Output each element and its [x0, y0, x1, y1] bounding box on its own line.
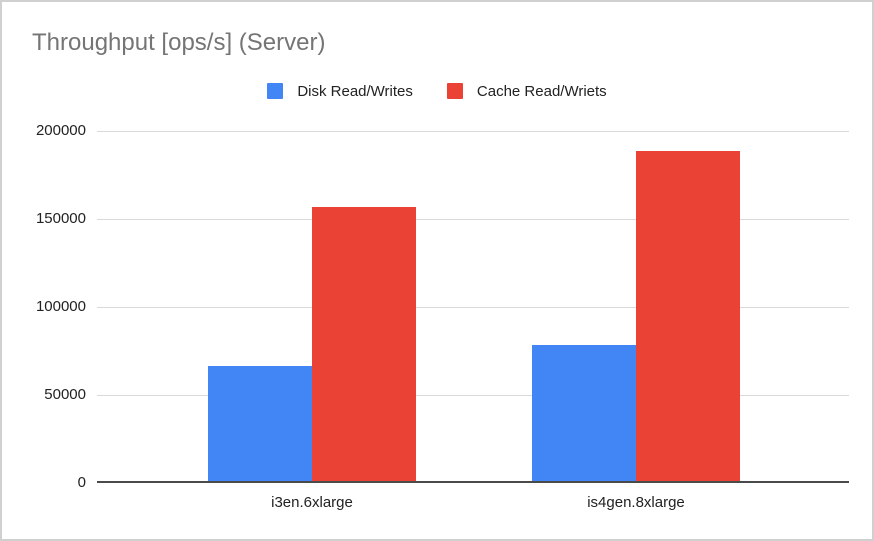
chart-title: Throughput [ops/s] (Server) — [32, 29, 326, 56]
gridline — [97, 131, 849, 132]
legend-label: Disk Read/Writes — [297, 82, 413, 100]
gridline — [97, 395, 849, 396]
legend-label: Cache Read/Wriets — [476, 82, 607, 100]
y-tick-label: 50000 — [44, 386, 86, 403]
x-axis-label: is4gen.8xlarge — [587, 494, 685, 511]
x-axis-label: i3en.6xlarge — [271, 494, 353, 511]
plot-area: i3en.6xlarge is4gen.8xlarge — [97, 131, 849, 511]
x-axis-baseline — [97, 481, 849, 483]
legend-swatch-icon — [267, 83, 284, 99]
y-tick-label: 100000 — [35, 298, 86, 315]
chart-legend: Disk Read/Writes Cache Read/Wriets — [2, 80, 872, 102]
legend-item-cache-read-wriets: Cache Read/Wriets — [446, 82, 607, 100]
y-tick-label: 0 — [77, 474, 86, 491]
legend-item-disk-read-writes: Disk Read/Writes — [267, 83, 413, 100]
bar-disk-read-writes-is4gen-8xlarge — [532, 344, 636, 482]
gridline — [97, 219, 849, 220]
bar-cache-read-wriets-i3en-6xlarge — [312, 207, 416, 482]
y-tick-label: 150000 — [35, 210, 86, 227]
bar-cache-read-wriets-is4gen-8xlarge — [636, 151, 740, 482]
y-tick-label: 200000 — [35, 122, 86, 139]
bar-disk-read-writes-i3en-6xlarge — [208, 365, 312, 482]
gridline — [97, 307, 849, 308]
legend-swatch-icon — [446, 83, 463, 99]
